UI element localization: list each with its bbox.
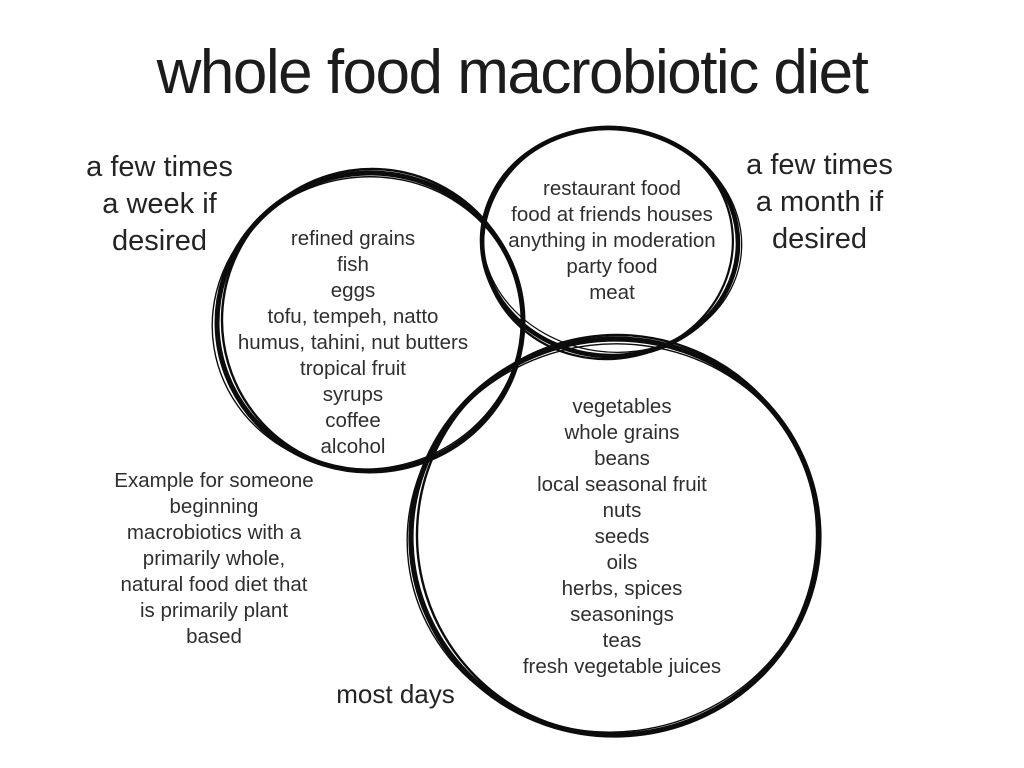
frequency-label-line: desired <box>771 223 868 255</box>
page-title: whole food macrobiotic diet <box>156 38 869 107</box>
note-line: primarily whole, <box>142 547 286 570</box>
weekly-food-item: fish <box>337 253 369 276</box>
frequency-label-line: a few times <box>86 151 233 183</box>
daily-food-item: herbs, spices <box>561 577 683 600</box>
monthly-food-item: meat <box>589 281 635 304</box>
daily-circle <box>406 333 822 738</box>
monthly-foods-list: restaurant food food at friends houses any… <box>462 176 762 306</box>
note-line: Example for someone <box>114 469 314 492</box>
frequency-label-line: desired <box>111 225 208 257</box>
circle-stroke <box>211 176 523 470</box>
example-note: Example for someone beginning macrobiotics… <box>89 468 339 650</box>
circle-stroke <box>481 126 743 354</box>
daily-food-item: oils <box>606 551 638 574</box>
weekly-food-item: eggs <box>330 279 376 302</box>
weekly-circle <box>211 167 526 474</box>
note-line: is primarily plant <box>139 599 289 622</box>
monthly-food-item: party food <box>566 255 658 278</box>
daily-food-item: vegetables <box>572 395 672 418</box>
note-line: based <box>186 625 242 648</box>
daily-food-item: beans <box>594 447 650 470</box>
note-line: beginning <box>169 495 259 518</box>
monthly-frequency-label: a few times a month if desired <box>712 147 927 258</box>
weekly-food-item: humus, tahini, nut butters <box>237 331 469 354</box>
daily-frequency-label: most days <box>336 679 455 709</box>
daily-food-item: local seasonal fruit <box>537 473 707 496</box>
monthly-food-item: food at friends houses <box>511 203 713 226</box>
daily-food-item: fresh vegetable juices <box>522 655 722 678</box>
daily-food-item: seasonings <box>570 603 674 626</box>
daily-food-item: nuts <box>602 499 642 522</box>
monthly-circle <box>479 125 743 361</box>
frequency-label-line: a few times <box>746 149 893 181</box>
daily-food-item: teas <box>602 629 642 652</box>
frequency-label-line: a month if <box>755 186 884 218</box>
note-line: natural food diet that <box>120 573 308 596</box>
daily-foods-list: vegetables whole grains beans local seasona… <box>462 394 782 680</box>
daily-food-item: seeds <box>594 525 650 548</box>
weekly-food-item: tofu, tempeh, natto <box>267 305 439 328</box>
daily-food-item: whole grains <box>564 421 680 444</box>
note-line: macrobiotics with a <box>126 521 302 544</box>
weekly-food-item: coffee <box>325 409 381 432</box>
monthly-food-item: anything in moderation <box>508 229 716 252</box>
weekly-frequency-label: a few times a week if desired <box>52 149 267 260</box>
weekly-food-item: syrups <box>322 383 384 406</box>
frequency-label-line: a week if <box>102 188 217 220</box>
weekly-food-item: refined grains <box>290 227 416 250</box>
weekly-food-item: alcohol <box>320 435 386 458</box>
monthly-food-item: restaurant food <box>543 177 681 200</box>
weekly-food-item: tropical fruit <box>300 357 406 380</box>
circle-stroke <box>406 343 820 733</box>
weekly-foods-list: refined grains fish eggs tofu, tempeh, natt… <box>203 226 503 460</box>
circle-stroke <box>415 333 819 737</box>
